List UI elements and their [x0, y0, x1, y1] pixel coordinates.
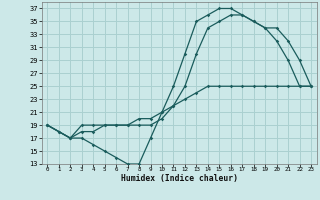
- X-axis label: Humidex (Indice chaleur): Humidex (Indice chaleur): [121, 174, 238, 183]
